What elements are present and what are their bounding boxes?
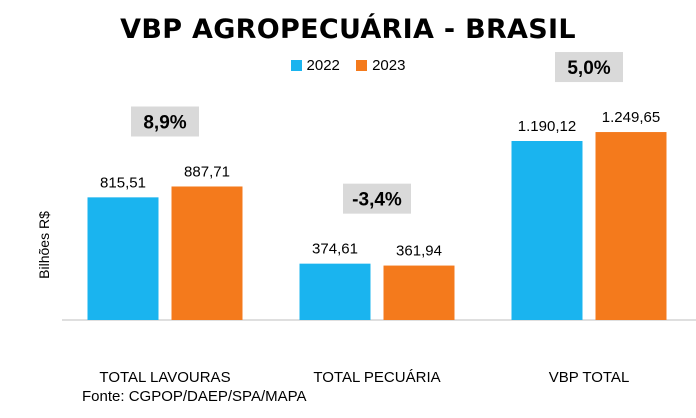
source-note: Fonte: CGPOP/DAEP/SPA/MAPA (82, 388, 307, 405)
legend-swatch-2023 (356, 60, 368, 71)
bar-2022-2 (299, 263, 371, 320)
growth-label-3: 5,0% (567, 58, 610, 79)
growth-box-1 (131, 106, 199, 137)
bar-2022-1 (87, 197, 159, 320)
growth-box-3 (555, 52, 623, 83)
bar-2023-3 (595, 132, 667, 320)
category-label-1: TOTAL LAVOURAS (99, 369, 230, 386)
growth-label-1: 8,9% (143, 112, 186, 133)
bar-2023-2 (383, 265, 455, 320)
bar-2022-3 (511, 141, 583, 320)
legend-swatch-2022 (290, 60, 302, 71)
data-label-2023-1: 887,71 (184, 163, 230, 180)
legend-item-2022: 2022 (290, 57, 340, 74)
category-label-2: TOTAL PECUÁRIA (313, 369, 440, 386)
data-label-2022-1: 815,51 (100, 174, 146, 191)
data-label-2022-2: 374,61 (312, 241, 358, 258)
chart-title: VBP AGROPECUÁRIA - BRASIL (120, 14, 576, 45)
category-label-3: VBP TOTAL (549, 369, 630, 386)
legend-label-2023: 2023 (372, 57, 406, 74)
data-label-2022-3: 1.190,12 (518, 118, 576, 135)
data-label-2023-3: 1.249,65 (602, 109, 660, 126)
legend-label-2022: 2022 (306, 57, 340, 74)
bar-2023-1 (171, 186, 243, 320)
growth-label-2: -3,4% (352, 190, 402, 211)
data-label-2023-2: 361,94 (396, 243, 442, 260)
legend: 2022 2023 (0, 57, 696, 75)
legend-item-2023: 2023 (356, 57, 405, 74)
growth-box-2 (343, 183, 411, 214)
